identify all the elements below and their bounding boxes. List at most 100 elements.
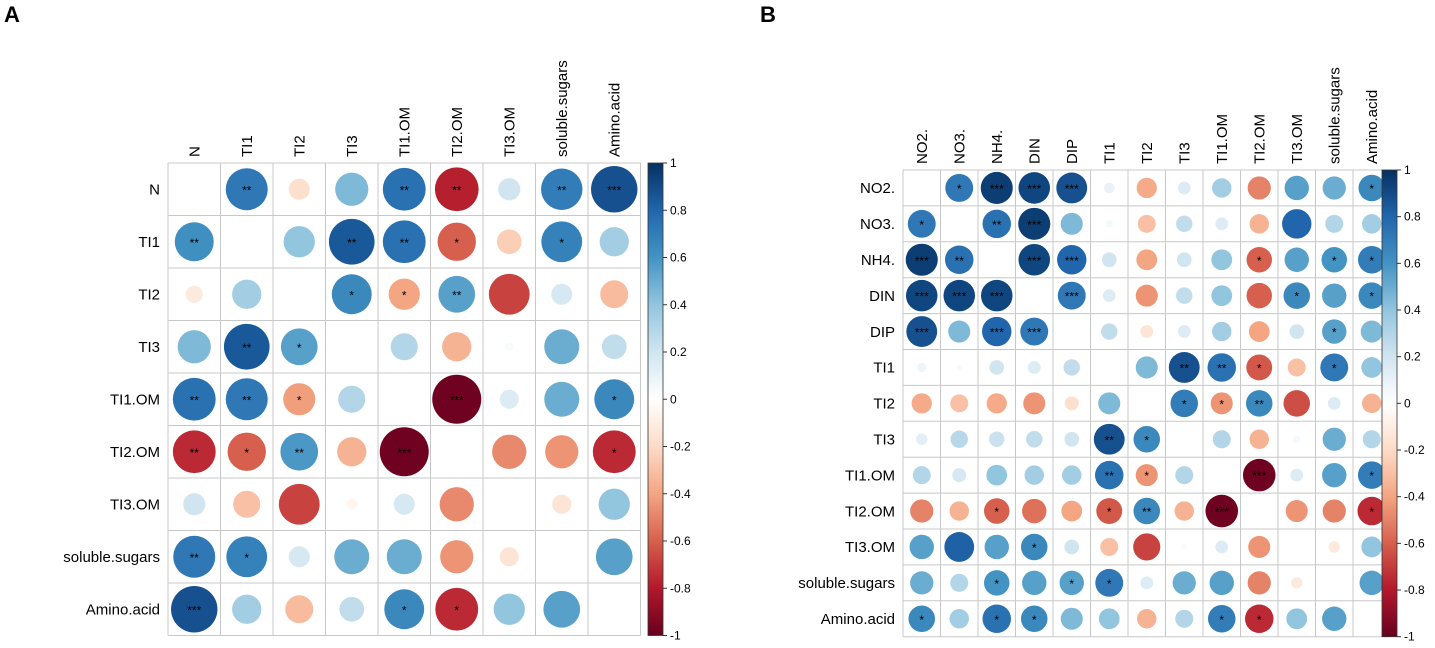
correlation-circle bbox=[1176, 252, 1192, 268]
correlation-circle bbox=[439, 487, 474, 522]
significance-stars: * bbox=[297, 341, 302, 355]
significance-stars: ** bbox=[1255, 397, 1265, 411]
correlation-circle bbox=[1210, 392, 1233, 415]
correlation-circle bbox=[950, 430, 968, 448]
correlation-circle bbox=[288, 178, 310, 200]
correlation-circle bbox=[1211, 249, 1233, 271]
colorbar-tick-label: 0.6 bbox=[670, 251, 687, 265]
column-label: TI2 bbox=[292, 135, 309, 157]
correlation-circle bbox=[986, 393, 1007, 414]
correlation-circle bbox=[905, 279, 938, 312]
significance-stars: *** bbox=[607, 183, 621, 197]
significance-stars: ** bbox=[1105, 469, 1115, 483]
correlation-circle bbox=[1246, 354, 1273, 381]
colorbar-tick-label: 0.8 bbox=[670, 203, 687, 217]
significance-stars: ** bbox=[557, 183, 567, 197]
correlation-circle bbox=[1249, 429, 1269, 449]
correlation-circle bbox=[1247, 571, 1271, 595]
correlation-circle bbox=[1136, 177, 1157, 199]
column-label: TI3 bbox=[1177, 142, 1194, 164]
correlation-circle bbox=[334, 539, 370, 575]
correlation-circle bbox=[280, 328, 318, 366]
correlation-circle bbox=[1177, 181, 1191, 195]
correlation-circle bbox=[1284, 175, 1309, 201]
correlation-circle bbox=[1246, 247, 1272, 273]
correlation-circle bbox=[185, 285, 203, 303]
correlation-circle bbox=[1133, 497, 1161, 525]
correlation-circle bbox=[1024, 465, 1044, 485]
colorbar-tick-label: 0.2 bbox=[1404, 350, 1421, 364]
significance-stars: * bbox=[1369, 505, 1374, 519]
significance-stars: ** bbox=[295, 446, 305, 460]
correlation-circle bbox=[943, 279, 976, 312]
correlation-circle bbox=[1362, 430, 1381, 449]
correlation-circle bbox=[328, 218, 375, 265]
correlation-circle bbox=[488, 273, 530, 315]
correlation-circle bbox=[337, 437, 367, 467]
significance-stars: * bbox=[1294, 290, 1299, 304]
correlation-circle bbox=[1245, 604, 1274, 633]
column-label: TI1 bbox=[1102, 142, 1119, 164]
correlation-circle bbox=[600, 280, 629, 309]
correlation-circle bbox=[174, 222, 214, 262]
significance-stars: * bbox=[1257, 613, 1262, 627]
correlation-circle bbox=[183, 493, 206, 516]
correlation-circle bbox=[1289, 324, 1305, 339]
correlation-circle bbox=[432, 374, 482, 424]
panel-b-label: B bbox=[760, 2, 776, 27]
correlation-circle bbox=[1322, 319, 1347, 344]
correlation-circle bbox=[1095, 460, 1124, 490]
significance-stars: * bbox=[1369, 182, 1374, 196]
correlation-circle bbox=[952, 468, 967, 483]
significance-stars: * bbox=[1069, 577, 1074, 591]
row-label: TI3.OM bbox=[110, 497, 160, 514]
correlation-circle bbox=[288, 546, 310, 568]
significance-stars: * bbox=[1369, 290, 1374, 304]
colorbar-tick-label: -0.8 bbox=[1404, 583, 1425, 597]
correlation-circle bbox=[1360, 320, 1383, 343]
row-label: Amino.acid bbox=[86, 602, 160, 619]
correlation-circle bbox=[982, 604, 1011, 633]
correlation-circle bbox=[1105, 220, 1113, 228]
correlation-circle bbox=[382, 220, 426, 264]
column-label: TI3.OM bbox=[502, 107, 519, 157]
significance-stars: * bbox=[1257, 361, 1262, 375]
significance-stars: * bbox=[1369, 469, 1374, 483]
correlation-circle bbox=[552, 494, 572, 514]
significance-stars: * bbox=[1332, 326, 1337, 340]
row-label: DIN bbox=[869, 288, 895, 305]
correlation-circle bbox=[1018, 172, 1051, 204]
correlation-circle bbox=[173, 535, 216, 578]
colorbar-tick-label: 0.4 bbox=[670, 298, 687, 312]
correlation-circle bbox=[984, 534, 1009, 560]
significance-stars: *** bbox=[990, 290, 1004, 304]
correlation-circle bbox=[379, 427, 429, 477]
correlation-circle bbox=[283, 383, 316, 416]
row-label: TI2 bbox=[138, 287, 160, 304]
significance-stars: *** bbox=[915, 290, 929, 304]
correlation-circle bbox=[1215, 540, 1229, 554]
correlation-circle bbox=[984, 498, 1010, 524]
correlation-circle bbox=[1027, 361, 1041, 374]
correlation-circle bbox=[1064, 431, 1080, 447]
correlation-circle bbox=[1140, 325, 1154, 338]
colorbar-tick-label: -0.6 bbox=[670, 534, 691, 548]
correlation-circle bbox=[1327, 396, 1341, 410]
correlation-circle bbox=[1357, 496, 1386, 526]
significance-stars: * bbox=[297, 393, 302, 407]
correlation-circle bbox=[948, 320, 971, 343]
correlation-circle bbox=[177, 330, 211, 364]
correlation-circle bbox=[1176, 287, 1193, 304]
correlation-circle bbox=[437, 222, 476, 261]
correlation-circle bbox=[338, 385, 366, 413]
correlation-circle bbox=[435, 587, 479, 631]
correlation-circle bbox=[1093, 423, 1125, 455]
significance-stars: * bbox=[919, 613, 924, 627]
significance-stars: ** bbox=[400, 236, 410, 250]
significance-stars: * bbox=[244, 446, 249, 460]
significance-stars: ** bbox=[190, 446, 200, 460]
column-label: Amino.acid bbox=[607, 83, 624, 157]
significance-stars: * bbox=[1332, 254, 1337, 268]
correlation-circle bbox=[1135, 464, 1158, 487]
column-label: Amino.acid bbox=[1364, 90, 1381, 164]
